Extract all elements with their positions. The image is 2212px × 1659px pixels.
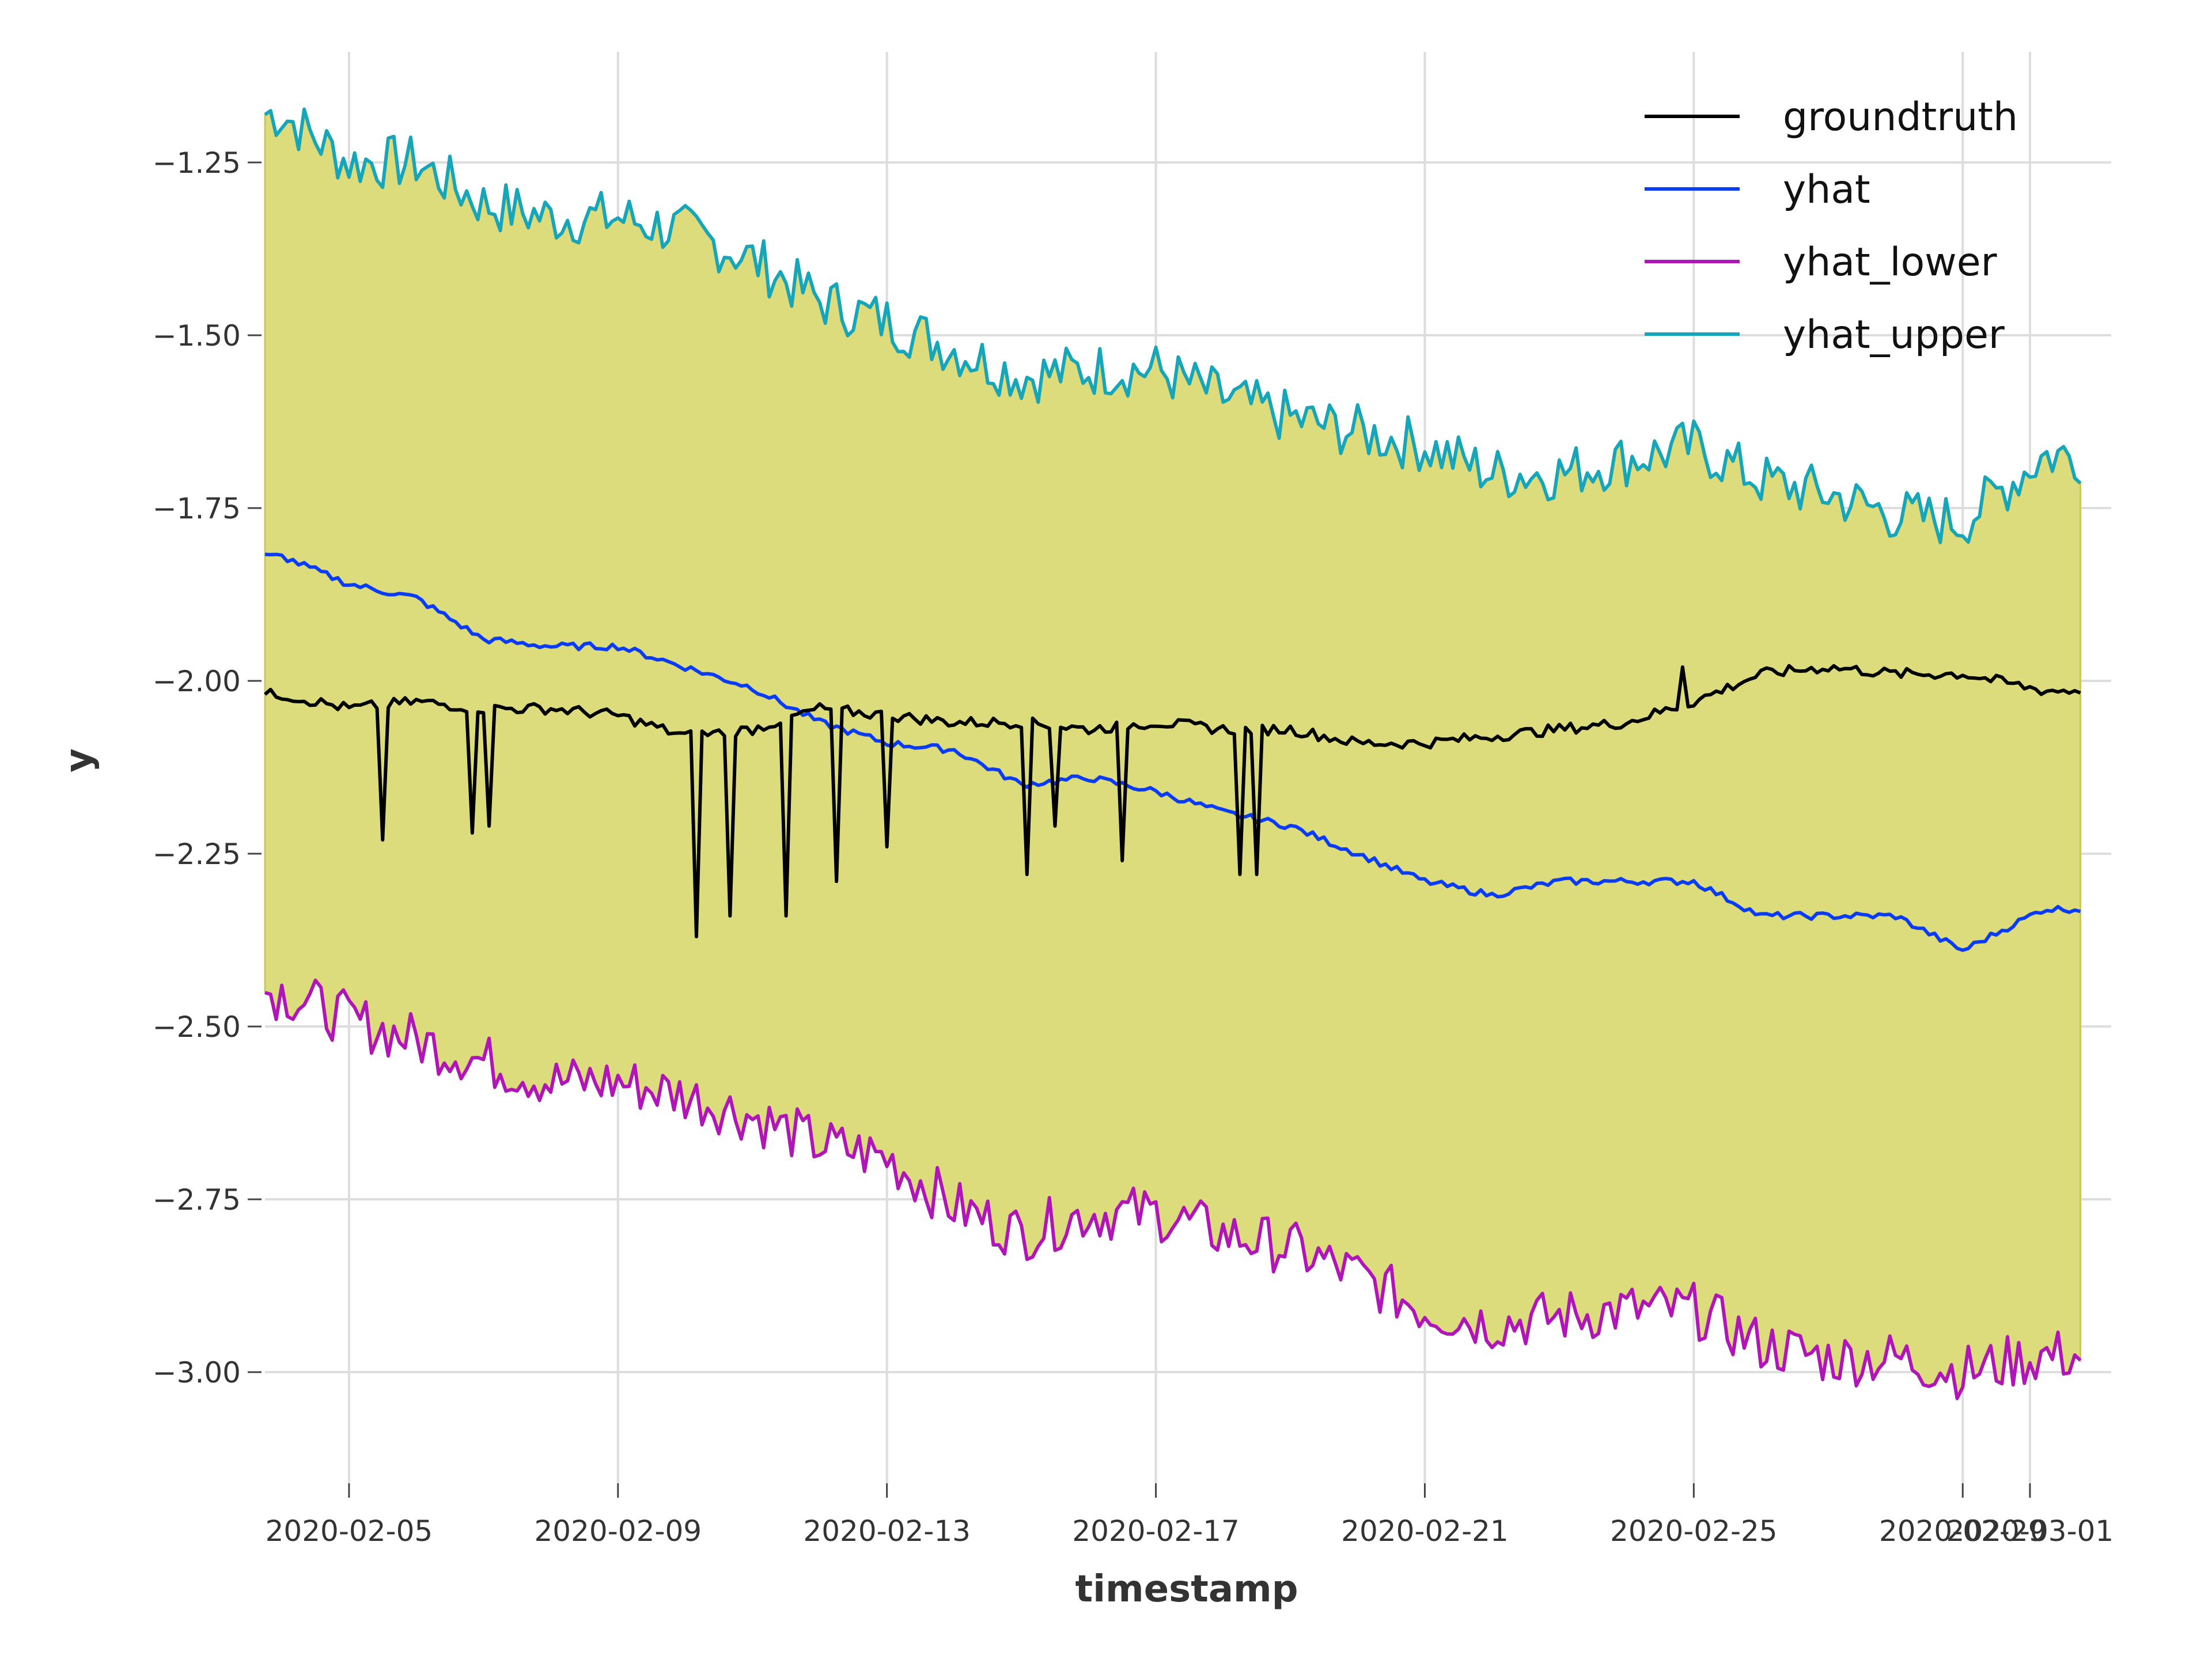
legend-label-yhat: yhat [1783,167,1870,213]
y-tick-label: −1.25 [153,146,241,180]
x-tick-label: 2020-02-05 [266,1514,433,1548]
series-line-yhat [264,552,2081,952]
series-line-groundtruth [264,664,2081,938]
y-tick-label: −1.75 [153,492,241,525]
legend: groundtruth yhat yhat_lower yhat_upper [1645,94,2018,358]
y-tick-label: −3.00 [153,1356,241,1389]
series-lines [264,107,2082,1400]
x-tick-label: 2020-02-29 [1879,1514,2047,1548]
confidence-band [264,109,2082,1402]
series-line-yhat_lower [264,978,2082,1400]
x-tick-label: 2020-02-09 [535,1514,702,1548]
x-tick-label: 2020-02-21 [1341,1514,1509,1548]
y-tick-label: −2.75 [153,1183,241,1217]
x-axis-label: timestamp [1075,1568,1298,1611]
y-tick-label: −1.50 [153,319,241,353]
axes: −1.25 −1.50 −1.75 −2.00 −2.25 −2.50 −2.75 −3.00… [153,146,2113,1548]
series-line-yhat_upper [264,107,2082,544]
x-tick-label: 2020-02-17 [1072,1514,1240,1548]
y-tick-label: −2.25 [153,838,241,871]
legend-label-groundtruth: groundtruth [1783,94,2018,140]
x-tick-label: 2020-02-25 [1610,1514,1778,1548]
x-tick-label: 2020-02-13 [803,1514,971,1548]
legend-label-yhat_lower: yhat_lower [1783,240,1997,285]
y-axis-label: y [58,748,100,772]
y-tick-label: −2.00 [153,665,241,698]
confidence-band-area [264,109,2082,1402]
y-tick-label: −2.50 [153,1010,241,1044]
legend-label-yhat_upper: yhat_upper [1783,312,2005,358]
x-tick-label: 2020-03-01 [1946,1514,2114,1548]
